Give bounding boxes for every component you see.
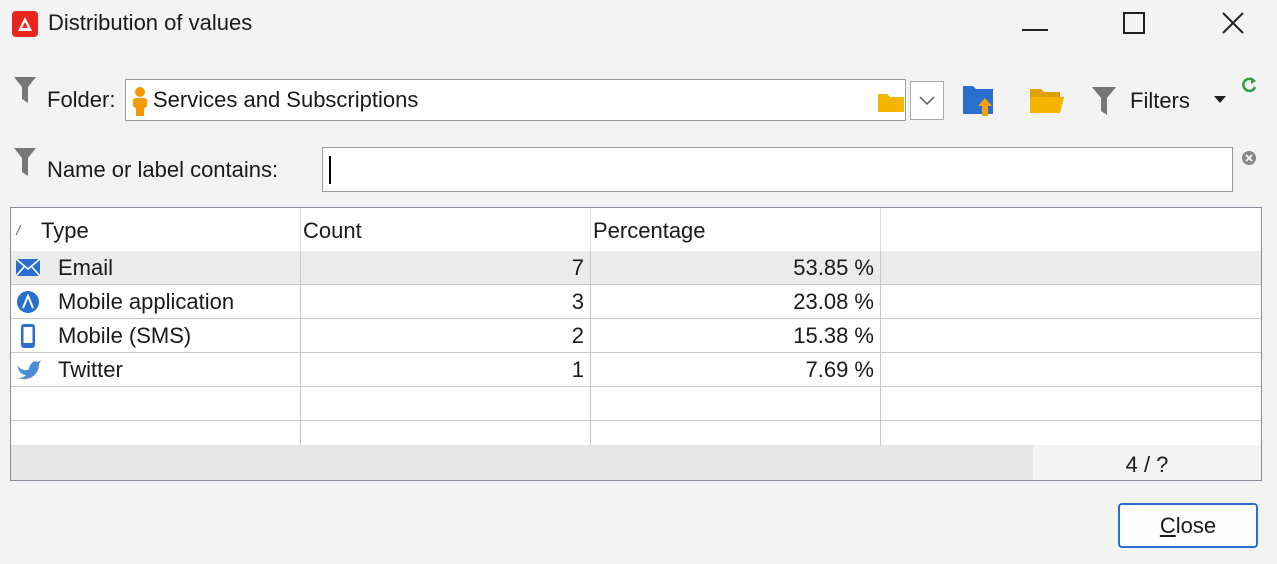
refresh-icon[interactable] [1240,76,1258,94]
column-header[interactable]: Type [11,208,301,251]
channel-icon [17,360,41,380]
table-row[interactable]: Mobile application 3 23.08 % [11,285,1261,319]
table-cell: Twitter [11,353,301,387]
table-cell [881,353,1261,387]
search-label: Name or label contains: [47,157,279,182]
table-cell [11,387,301,421]
channel-icon [21,324,35,348]
folder-field[interactable]: Services and Subscriptions [125,79,906,121]
table-cell [881,387,1261,421]
table-cell: Email [11,251,301,285]
window-controls[interactable] [1010,8,1260,38]
table-row[interactable]: Email 7 53.85 % [11,251,1261,285]
channel-icon [15,258,41,277]
table-cell: 53.85 % [591,251,881,285]
status-bar [11,445,1033,480]
header-row: Type Count Percentage [11,208,1261,251]
upload-folder-icon[interactable] [963,84,997,118]
filters-icon[interactable] [1092,87,1118,115]
table-cell: 1 [301,353,591,387]
column-header[interactable]: Count [301,208,591,251]
filter-icon [14,77,36,103]
folder-person-icon [133,87,147,116]
search-filter-icon [14,148,36,176]
table-cell: 7 [301,251,591,285]
folder-value: Services and Subscriptions [153,87,419,112]
table-cell: 15.38 % [591,319,881,353]
table-row[interactable] [11,387,1261,421]
table-cell [881,251,1261,285]
folder-icon [878,94,904,112]
table-cell [881,319,1261,353]
caret [329,156,331,184]
dropdown-button[interactable] [910,81,944,121]
column-header[interactable]: Percentage [591,208,881,251]
table-row[interactable]: Mobile (SMS) 2 15.38 % [11,319,1261,353]
table-cell [301,387,591,421]
search-field[interactable] [322,147,1233,192]
close-button[interactable]: Close [1118,503,1258,548]
table-row[interactable]: Twitter 1 7.69 % [11,353,1261,387]
results-table: Type Count Percentage Email 7 53.85 % Mobile a… [10,207,1262,481]
close-label: Close [1159,513,1217,538]
table-cell: 7.69 % [591,353,881,387]
table-cell: 3 [301,285,591,319]
window-title: Distribution of values [48,10,253,35]
table-cell: Mobile application [11,285,301,319]
app-icon [12,11,38,37]
clear-icon[interactable] [1242,151,1256,165]
table-cell [881,285,1261,319]
title-bar: Distribution of values [0,0,1277,46]
table-cell [591,387,881,421]
sort-indicator [15,224,22,236]
table-cell: 2 [301,319,591,353]
table-cell: 23.08 % [591,285,881,319]
table-cell: Mobile (SMS) [11,319,301,353]
channel-icon [17,291,39,313]
filters-button[interactable]: Filters [1130,88,1190,113]
pager: 4 / ? [1033,445,1261,480]
folder-label: Folder: [47,87,116,112]
open-folder-icon[interactable] [1030,85,1064,115]
filters-arrow[interactable] [1213,94,1227,104]
